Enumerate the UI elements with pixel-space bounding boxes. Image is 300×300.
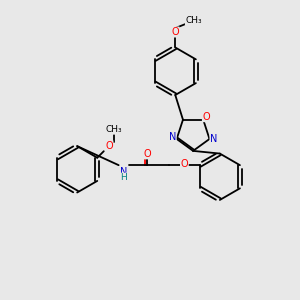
Text: O: O (181, 159, 188, 169)
Text: O: O (105, 141, 113, 151)
Text: CH₃: CH₃ (185, 16, 202, 25)
Text: CH₃: CH₃ (105, 125, 122, 134)
Text: H: H (121, 173, 128, 182)
Text: N: N (210, 134, 217, 144)
Text: O: O (202, 112, 210, 122)
Text: N: N (120, 167, 128, 177)
Text: O: O (144, 149, 152, 159)
Text: O: O (172, 27, 179, 37)
Text: N: N (169, 133, 176, 142)
